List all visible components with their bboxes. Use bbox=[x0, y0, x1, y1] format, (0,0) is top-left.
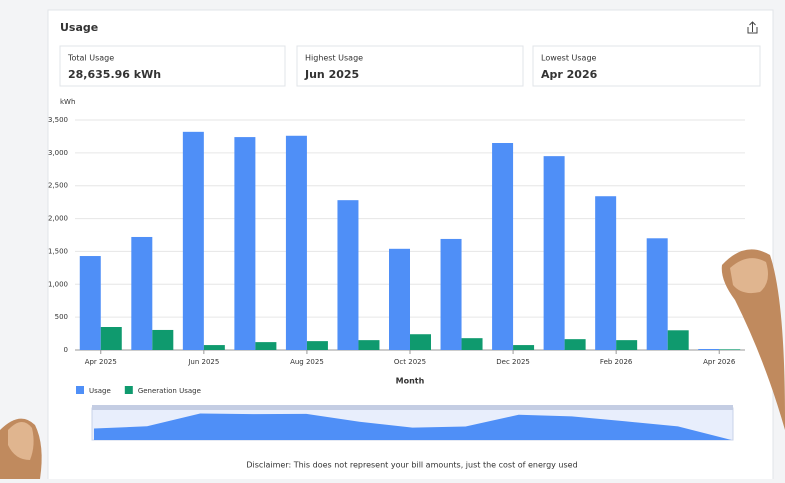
bar bbox=[719, 349, 741, 350]
bar bbox=[698, 349, 720, 350]
legend-label: Usage bbox=[89, 387, 111, 395]
legend-swatch bbox=[76, 386, 84, 394]
bar bbox=[543, 156, 565, 350]
stat-value: Apr 2026 bbox=[541, 68, 598, 81]
hand-right bbox=[721, 249, 785, 430]
bar bbox=[616, 340, 638, 350]
navigator-area bbox=[94, 413, 731, 440]
stat-label: Highest Usage bbox=[305, 54, 363, 63]
y-tick-label: 1,000 bbox=[48, 280, 68, 288]
fingernail bbox=[8, 421, 34, 460]
y-tick-label: 1,500 bbox=[48, 247, 68, 255]
bar bbox=[255, 342, 277, 350]
bar bbox=[306, 341, 328, 350]
bar bbox=[100, 327, 122, 350]
bar bbox=[667, 330, 689, 350]
stat-card bbox=[59, 45, 286, 87]
stat-label: Total Usage bbox=[67, 54, 114, 63]
y-tick-label: 0 bbox=[64, 346, 68, 354]
x-tick-label: Oct 2025 bbox=[394, 358, 426, 366]
bar bbox=[461, 338, 483, 350]
panel-title: Usage bbox=[60, 21, 98, 34]
stat-card bbox=[532, 45, 761, 87]
x-tick-label: Dec 2025 bbox=[496, 358, 530, 366]
stat-label: Lowest Usage bbox=[541, 54, 597, 63]
legend-label: Generation Usage bbox=[138, 387, 201, 395]
bar bbox=[410, 334, 431, 350]
x-tick-label: Aug 2025 bbox=[290, 358, 324, 366]
bar bbox=[182, 131, 204, 350]
bar bbox=[492, 143, 514, 350]
bar bbox=[234, 137, 256, 350]
stat-value: 28,635.96 kWh bbox=[68, 68, 161, 81]
y-tick-label: 3,000 bbox=[48, 149, 68, 157]
bar bbox=[152, 329, 174, 350]
stat-value: Jun 2025 bbox=[304, 68, 359, 81]
bar bbox=[131, 236, 153, 350]
y-tick-label: 2,500 bbox=[48, 182, 68, 190]
bar bbox=[203, 345, 225, 350]
x-axis-label: Month bbox=[396, 377, 425, 386]
bar bbox=[285, 135, 307, 350]
x-tick-label: Apr 2025 bbox=[85, 358, 117, 366]
legend-swatch bbox=[124, 386, 133, 394]
stat-cards: Total Usage 28,635.96 kWh Highest Usage … bbox=[59, 45, 761, 87]
bar bbox=[358, 340, 380, 350]
bar bbox=[564, 339, 586, 350]
y-axis-label: kWh bbox=[60, 98, 75, 106]
fingernail bbox=[730, 258, 768, 294]
bar bbox=[389, 248, 410, 350]
share-icon[interactable] bbox=[747, 21, 758, 34]
x-tick-label: Jun 2025 bbox=[187, 358, 219, 366]
bar bbox=[440, 238, 462, 350]
y-tick-label: 500 bbox=[55, 313, 68, 321]
x-tick-label: Apr 2026 bbox=[703, 358, 736, 366]
bar bbox=[79, 256, 101, 350]
y-tick-label: 3,500 bbox=[48, 116, 68, 124]
navigator-scrollbar[interactable] bbox=[92, 405, 733, 410]
disclaimer: Disclaimer: This does not represent your… bbox=[246, 461, 577, 470]
bar bbox=[337, 200, 359, 350]
x-tick-label: Feb 2026 bbox=[600, 358, 633, 366]
bar bbox=[513, 345, 535, 350]
bar bbox=[646, 238, 668, 350]
stat-card bbox=[296, 45, 524, 87]
bar bbox=[595, 196, 617, 350]
y-tick-label: 2,000 bbox=[48, 215, 68, 223]
